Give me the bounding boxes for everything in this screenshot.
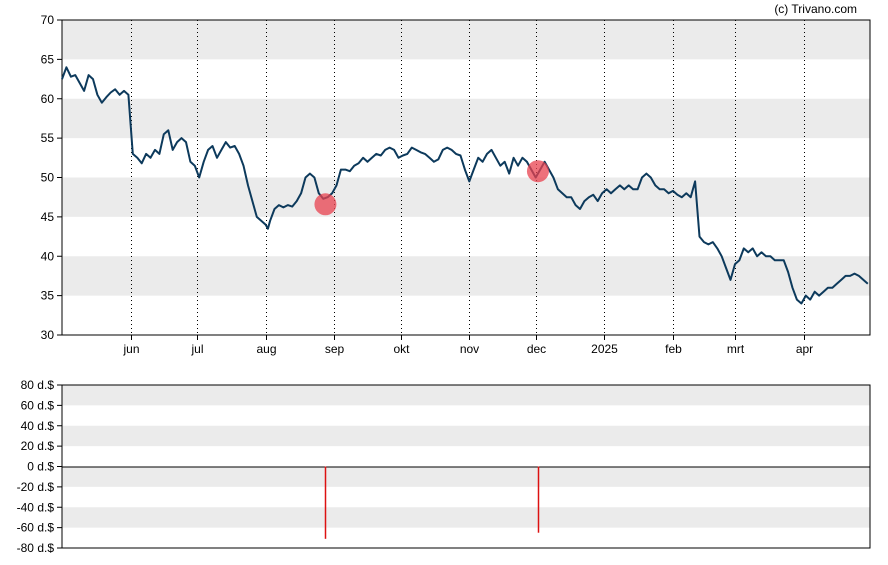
dividend-y-tick-label: -40 d.$ (17, 500, 55, 514)
x-tick-label: apr (796, 342, 813, 356)
dividend-y-tick-label: -60 d.$ (17, 521, 55, 535)
dividend-y-tick-label: 20 d.$ (21, 439, 55, 453)
credit-label: (c) Trivano.com (774, 2, 857, 16)
price-chart: 30 35 40 45 50 55 60 65 70 jun jul aug sep okt nov dec… (41, 13, 871, 356)
event-marker (526, 160, 549, 183)
x-tick-label: feb (665, 342, 682, 356)
price-chart-vgrid (131, 20, 805, 335)
x-tick-label: nov (460, 342, 479, 356)
dividend-chart-bars (324, 466, 540, 539)
price-chart-series (61, 66, 869, 305)
y-tick-label: 60 (41, 92, 55, 106)
x-tick-label: jul (190, 342, 203, 356)
dividend-band (62, 466, 870, 487)
dividend-chart-bands (62, 385, 870, 528)
price-chart-markers (314, 160, 549, 216)
price-chart-x-axis: jun jul aug sep okt nov dec 2025 feb mrt apr (122, 335, 813, 356)
y-tick-label: 55 (41, 131, 55, 145)
dividend-y-tick-label: 80 d.$ (21, 378, 55, 392)
y-tick-label: 65 (41, 52, 55, 66)
price-band (62, 256, 870, 296)
dividend-band (62, 507, 870, 528)
price-chart-bands (62, 20, 870, 296)
price-band (62, 177, 870, 217)
x-tick-label: 2025 (591, 342, 618, 356)
dividend-chart: 80 d.$ 60 d.$ 40 d.$ 20 d.$ 0 d.$ -20 d.$ -40 … (17, 378, 871, 555)
x-tick-label: dec (527, 342, 546, 356)
dividend-y-tick-label: 60 d.$ (21, 398, 55, 412)
dividend-band (62, 385, 870, 406)
dividend-band (62, 425, 870, 447)
dividend-chart-y-axis: 80 d.$ 60 d.$ 40 d.$ 20 d.$ 0 d.$ -20 d.$ -40 … (17, 378, 62, 555)
y-tick-label: 30 (41, 328, 55, 342)
y-tick-label: 45 (41, 210, 55, 224)
y-tick-label: 70 (41, 13, 55, 27)
dividend-y-tick-label: 40 d.$ (21, 419, 55, 433)
x-tick-label: aug (256, 342, 276, 356)
x-tick-label: jun (122, 342, 139, 356)
dividend-y-tick-label: 0 d.$ (27, 460, 54, 474)
price-chart-y-axis: 30 35 40 45 50 55 60 65 70 (41, 13, 62, 342)
price-band (62, 20, 870, 60)
y-tick-label: 35 (41, 289, 55, 303)
x-tick-label: okt (393, 342, 410, 356)
y-tick-label: 50 (41, 171, 55, 185)
x-tick-label: mrt (727, 342, 745, 356)
price-band (62, 98, 870, 139)
event-marker (314, 193, 337, 216)
x-tick-label: sep (325, 342, 345, 356)
dividend-y-tick-label: -80 d.$ (17, 541, 55, 555)
price-line (61, 66, 869, 305)
dividend-y-tick-label: -20 d.$ (17, 480, 55, 494)
y-tick-label: 40 (41, 249, 55, 263)
